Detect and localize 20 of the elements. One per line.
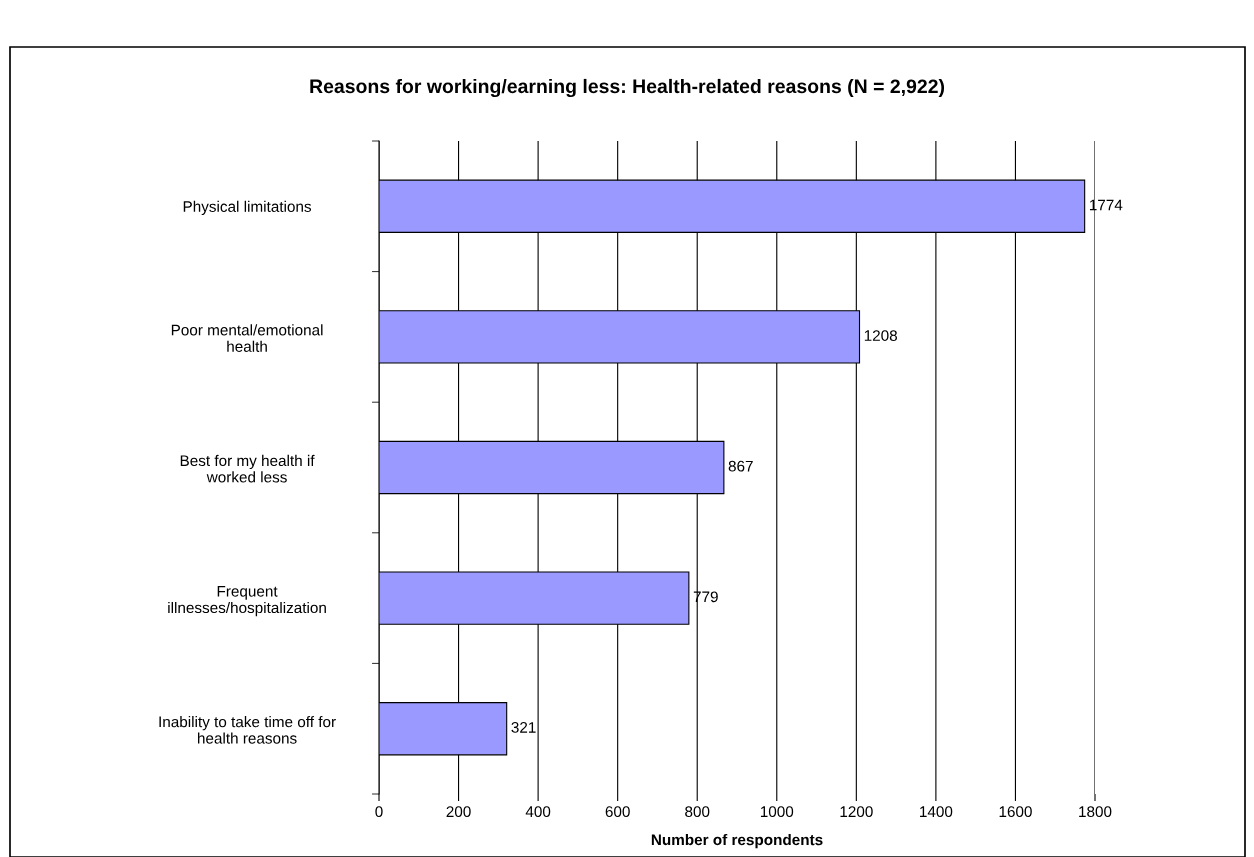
x-tick-label: 1800 [1079, 806, 1112, 818]
y-tick-label: Physical limitations [183, 200, 312, 216]
data-label: 1208 [864, 330, 897, 341]
data-label: 321 [511, 721, 536, 733]
x-tick-label: 800 [685, 806, 710, 818]
x-axis-title: Number of respondents [651, 833, 823, 849]
x-tick-label: 600 [605, 806, 630, 818]
data-label: 867 [728, 460, 753, 472]
x-tick-label: 200 [446, 806, 471, 818]
chart-title: Reasons for working/earning less: Health-related reasons (N = 2,922) [310, 78, 945, 98]
y-tick-label: Poor mental/emotional health [171, 324, 323, 352]
x-tick-label: 1400 [920, 806, 953, 818]
x-tick-label: 1000 [760, 806, 794, 818]
y-tick-label: Best for my health if worked less [180, 454, 315, 483]
y-tick-label: Frequent illnesses/hospitalization [168, 586, 326, 617]
x-tick-label: 400 [525, 806, 551, 818]
x-tick-label: 1600 [999, 806, 1032, 818]
x-tick-label: 1200 [840, 806, 873, 818]
x-tick-label: 0 [375, 806, 383, 818]
y-tick-label: Inability to take time off for health reasons [159, 716, 336, 744]
